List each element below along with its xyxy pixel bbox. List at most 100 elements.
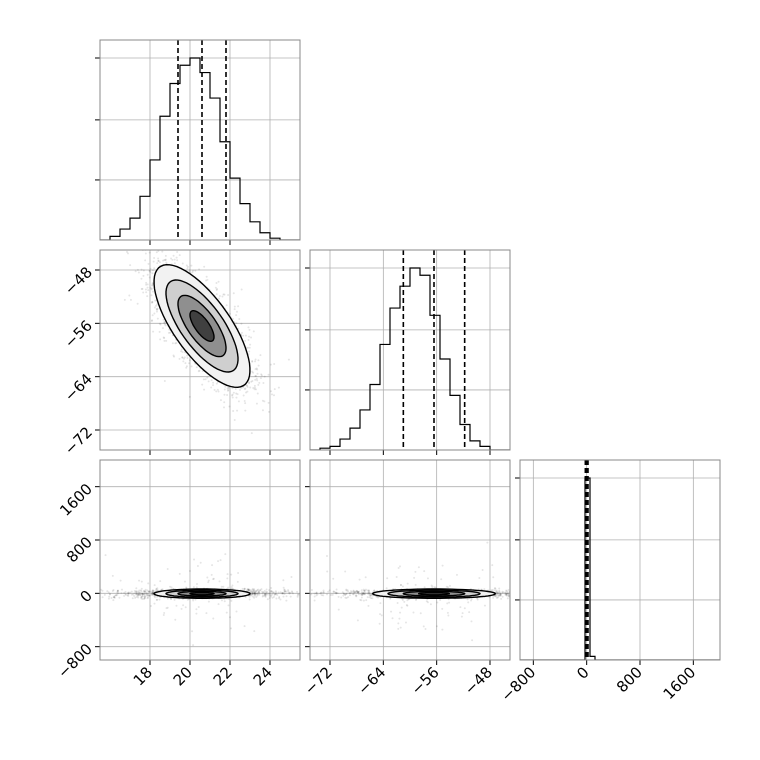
sample-point (255, 367, 258, 370)
sample-point (495, 591, 498, 594)
sample-point (294, 588, 296, 590)
sample-point (251, 592, 254, 595)
sample-point (94, 594, 96, 596)
sample-point (144, 590, 147, 593)
sample-point (135, 593, 138, 596)
sample-point (226, 389, 229, 392)
sample-point (429, 603, 432, 606)
x-tick-label: 1600 (660, 663, 700, 703)
x-tick-label: 24 (250, 663, 276, 689)
sample-point (145, 291, 148, 294)
contour-line (153, 263, 251, 389)
sample-point (198, 369, 201, 372)
sample-point (180, 348, 183, 351)
sample-point (260, 588, 263, 591)
sample-point (248, 328, 251, 331)
sample-point (156, 317, 159, 320)
sample-point (151, 301, 154, 304)
sample-point (531, 591, 533, 593)
sample-point (241, 587, 244, 590)
sample-point (352, 593, 355, 596)
sample-point (254, 590, 257, 593)
sample-point (448, 601, 451, 604)
sample-point (238, 318, 241, 321)
sample-point (360, 594, 363, 597)
sample-point (424, 628, 427, 631)
sample-point (141, 595, 144, 598)
sample-point (237, 305, 240, 308)
x-tick-label: −64 (354, 663, 389, 698)
sample-point (243, 399, 246, 402)
sample-point (366, 596, 369, 599)
sample-point (141, 597, 144, 600)
sample-point (164, 254, 167, 257)
sample-point (136, 590, 139, 593)
sample-point (173, 355, 176, 358)
sample-point (135, 587, 138, 590)
sample-point (344, 593, 347, 596)
sample-point (355, 589, 358, 592)
sample-point (268, 593, 271, 596)
sample-point (310, 589, 313, 592)
sample-point (124, 593, 127, 596)
sample-point (265, 590, 268, 593)
sample-point (218, 294, 221, 297)
sample-point (273, 362, 276, 365)
sample-point (186, 265, 189, 268)
sample-point (237, 400, 240, 403)
sample-point (301, 596, 303, 598)
sample-point (148, 590, 151, 593)
sample-point (310, 593, 313, 596)
sample-point (495, 590, 498, 593)
sample-point (231, 394, 234, 397)
sample-point (222, 585, 225, 588)
sample-point (219, 399, 222, 402)
sample-point (506, 591, 509, 594)
sample-point (175, 342, 178, 345)
sample-point (426, 601, 429, 604)
y-tick-label: 1600 (56, 480, 96, 520)
sample-point (287, 590, 290, 593)
sample-point (361, 592, 364, 595)
sample-point (212, 381, 215, 384)
sample-point (254, 374, 257, 377)
sample-point (227, 586, 230, 589)
sample-point (154, 299, 157, 302)
sample-point (276, 593, 279, 596)
sample-point (195, 612, 198, 615)
sample-point (158, 598, 161, 601)
sample-point (277, 386, 280, 389)
sample-point (232, 391, 235, 394)
sample-point (367, 592, 370, 595)
sample-point (140, 596, 143, 599)
sample-point (560, 588, 562, 590)
sample-point (254, 593, 257, 596)
sample-point (249, 386, 252, 389)
sample-point (127, 591, 130, 594)
sample-point (219, 559, 222, 562)
sample-point (181, 356, 184, 359)
sample-point (282, 586, 285, 589)
sample-point (136, 594, 139, 597)
sample-point (256, 368, 259, 371)
sample-point (147, 594, 150, 597)
sample-point (231, 317, 234, 320)
sample-point (270, 595, 273, 598)
sample-point (515, 592, 517, 594)
sample-point (362, 588, 365, 591)
sample-point (405, 603, 408, 606)
sample-point (136, 593, 139, 596)
sample-point (94, 594, 96, 596)
sample-point (119, 579, 122, 582)
sample-point (165, 339, 168, 342)
sample-point (270, 393, 273, 396)
sample-point (459, 606, 462, 609)
sample-point (155, 251, 158, 254)
sample-point (257, 383, 260, 386)
sample-point (164, 259, 167, 262)
sample-point (257, 588, 260, 591)
sample-point (127, 594, 130, 597)
sample-point (108, 593, 111, 596)
sample-point (250, 591, 253, 594)
